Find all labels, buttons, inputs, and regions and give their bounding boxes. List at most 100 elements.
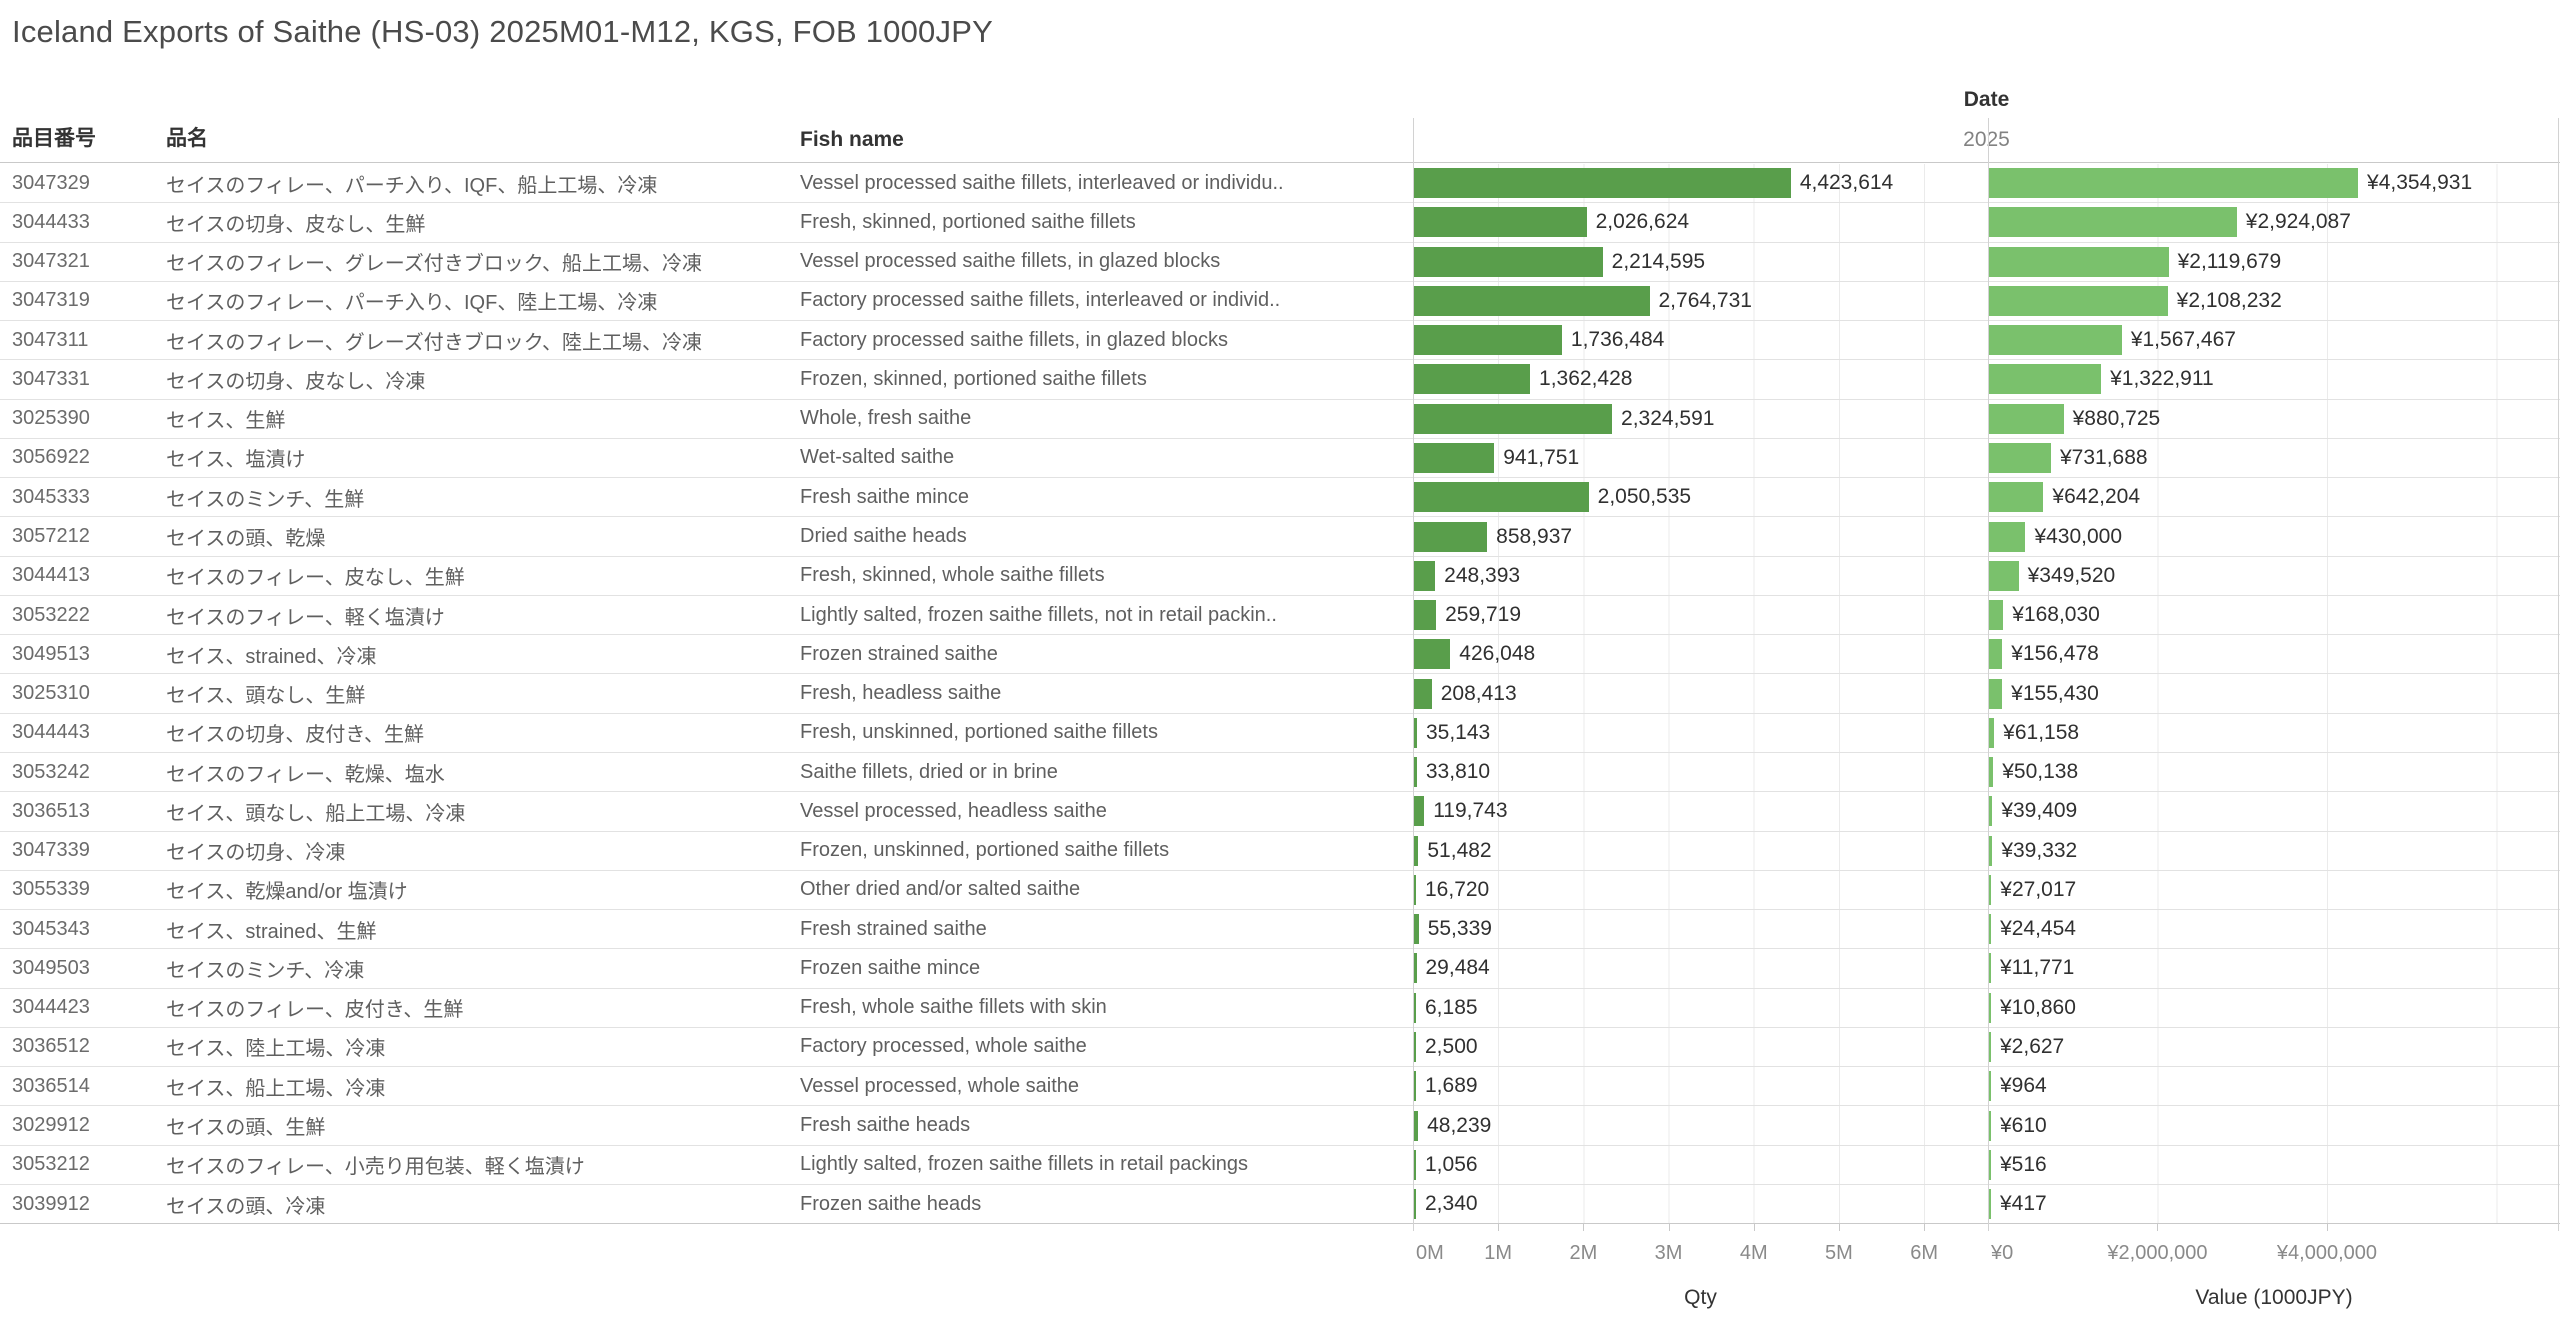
- qty-bar[interactable]: [1414, 521, 1488, 552]
- axis-area: 0M 1M 2M 3M 4M 5M 6M ¥0 ¥2,000,000 ¥4,000,000 Qt…: [0, 1224, 2560, 1334]
- qty-bar[interactable]: [1414, 953, 1417, 984]
- value-bar[interactable]: [1989, 796, 1993, 827]
- qty-bar-cell: 1,689: [1413, 1067, 1988, 1106]
- qty-bar[interactable]: [1414, 285, 1650, 316]
- qty-bar[interactable]: [1414, 678, 1432, 709]
- value-bar[interactable]: [1989, 1071, 1991, 1102]
- table-row: 3049503 セイスのミンチ、冷凍 Frozen saithe mince 2…: [0, 949, 2560, 989]
- qty-bar[interactable]: [1414, 403, 1613, 434]
- fish-name-cell: Vessel processed saithe fillets, interle…: [800, 171, 1284, 194]
- value-label: ¥964: [2000, 1074, 2047, 1098]
- value-bar[interactable]: [1989, 1110, 1991, 1141]
- value-bar-cell: ¥2,924,087: [1988, 203, 2560, 242]
- value-bar[interactable]: [1989, 1031, 1991, 1062]
- value-label: ¥156,478: [2011, 642, 2099, 666]
- value-bar[interactable]: [1989, 1189, 1991, 1220]
- item-name-cell: セイス、生鮮: [166, 410, 286, 433]
- qty-bar[interactable]: [1414, 639, 1451, 670]
- qty-bar[interactable]: [1414, 364, 1531, 395]
- value-bar[interactable]: [1989, 1149, 1991, 1180]
- qty-bar[interactable]: [1414, 325, 1562, 356]
- value-bar[interactable]: [1989, 168, 2359, 199]
- qty-bar[interactable]: [1414, 1189, 1416, 1220]
- qty-bar-cell: 55,339: [1413, 910, 1988, 949]
- value-bar[interactable]: [1989, 835, 1993, 866]
- value-bar[interactable]: [1989, 600, 2004, 631]
- value-label: ¥2,108,232: [2176, 288, 2282, 312]
- qty-bar[interactable]: [1414, 482, 1589, 513]
- qty-bar[interactable]: [1414, 1149, 1416, 1180]
- value-axis-title: Value (1000JPY): [2195, 1286, 2353, 1309]
- value-bar-cell: ¥24,454: [1988, 910, 2560, 949]
- qty-bar[interactable]: [1414, 560, 1436, 591]
- value-bar[interactable]: [1989, 207, 2237, 238]
- value-bar-cell: ¥61,158: [1988, 713, 2560, 752]
- qty-bar[interactable]: [1414, 992, 1416, 1023]
- qty-bar[interactable]: [1414, 168, 1791, 199]
- item-name-cell: セイス、乾燥and/or 塩漬け: [166, 881, 408, 904]
- value-bar[interactable]: [1989, 757, 1994, 788]
- qty-bar[interactable]: [1414, 1110, 1419, 1141]
- value-bar[interactable]: [1989, 403, 2064, 434]
- value-bar[interactable]: [1989, 442, 2051, 473]
- qty-bar[interactable]: [1414, 1031, 1416, 1062]
- value-bar[interactable]: [1989, 639, 2003, 670]
- fish-name-cell: Lightly salted, frozen saithe fillets in…: [800, 1153, 1249, 1176]
- value-bar-cell: ¥2,108,232: [1988, 281, 2560, 321]
- qty-bar-cell: 426,048: [1413, 635, 1988, 674]
- fish-name-cell: Frozen saithe heads: [800, 1192, 982, 1215]
- item-name-cell: セイス、strained、冷凍: [166, 645, 377, 668]
- qty-bar[interactable]: [1414, 796, 1425, 827]
- qty-bar[interactable]: [1414, 914, 1419, 945]
- value-bar[interactable]: [1989, 992, 1991, 1023]
- qty-value-label: 35,143: [1425, 720, 1491, 744]
- value-bar[interactable]: [1989, 285, 2168, 316]
- qty-bar[interactable]: [1414, 717, 1417, 748]
- qty-bar[interactable]: [1414, 874, 1416, 905]
- table-row: 3036514 セイス、船上工場、冷凍 Vessel processed, wh…: [0, 1067, 2560, 1107]
- value-bar[interactable]: [1989, 521, 2026, 552]
- item-number-cell: 3053222: [12, 603, 90, 626]
- table-row: 3047321 セイスのフィレー、グレーズ付きブロック、船上工場、冷凍 Vess…: [0, 242, 2560, 282]
- value-bar[interactable]: [1989, 482, 2044, 513]
- column-header-item-number[interactable]: 品目番号: [12, 127, 96, 150]
- column-header-fish-name[interactable]: Fish name: [800, 128, 904, 151]
- qty-bar[interactable]: [1414, 1071, 1416, 1102]
- qty-bar[interactable]: [1414, 757, 1417, 788]
- table-row: 3057212 セイスの頭、乾燥 Dried saithe heads 858,…: [0, 517, 2560, 557]
- value-bar[interactable]: [1989, 560, 2019, 591]
- qty-bar[interactable]: [1414, 600, 1437, 631]
- value-label: ¥4,354,931: [2367, 171, 2473, 195]
- value-bar[interactable]: [1989, 874, 1992, 905]
- value-bar[interactable]: [1989, 364, 2102, 395]
- qty-value-label: 2,340: [1425, 1192, 1478, 1216]
- item-name-cell: セイスのミンチ、冷凍: [166, 959, 365, 982]
- value-bar[interactable]: [1989, 914, 1992, 945]
- qty-bar[interactable]: [1414, 835, 1419, 866]
- qty-bar[interactable]: [1414, 207, 1587, 238]
- qty-axis-title: Qty: [1684, 1286, 1717, 1309]
- qty-bar[interactable]: [1414, 442, 1495, 473]
- value-label: ¥27,017: [2000, 877, 2077, 901]
- value-bar-cell: ¥50,138: [1988, 752, 2560, 792]
- value-bar-cell: ¥39,409: [1988, 792, 2560, 831]
- value-label: ¥2,924,087: [2245, 210, 2351, 234]
- item-name-cell: セイスのフィレー、パーチ入り、IQF、船上工場、冷凍: [166, 174, 658, 197]
- qty-value-label: 51,482: [1427, 838, 1492, 862]
- value-bar[interactable]: [1989, 717, 1995, 748]
- table-row: 3047339 セイスの切身、冷凍 Frozen, unskinned, por…: [0, 831, 2560, 871]
- qty-axis-tick-mark: [1498, 1224, 1500, 1231]
- qty-value-label: 1,362,428: [1539, 367, 1633, 391]
- fish-name-cell: Frozen saithe mince: [800, 956, 981, 979]
- item-number-cell: 3044443: [12, 721, 90, 744]
- qty-bar[interactable]: [1414, 246, 1603, 277]
- qty-value-label: 1,736,484: [1570, 328, 1665, 352]
- value-bar[interactable]: [1989, 246, 2169, 277]
- table-row: 3056922 セイス、塩漬け Wet-salted saithe 941,75…: [0, 438, 2560, 479]
- value-bar[interactable]: [1989, 678, 2003, 709]
- column-header-item-name[interactable]: 品名: [166, 127, 208, 150]
- value-bar[interactable]: [1989, 325, 2122, 356]
- value-bar[interactable]: [1989, 953, 1991, 984]
- table-row: 3044443 セイスの切身、皮付き、生鮮 Fresh, unskinned, …: [0, 713, 2560, 753]
- value-label: ¥11,771: [2000, 956, 2075, 980]
